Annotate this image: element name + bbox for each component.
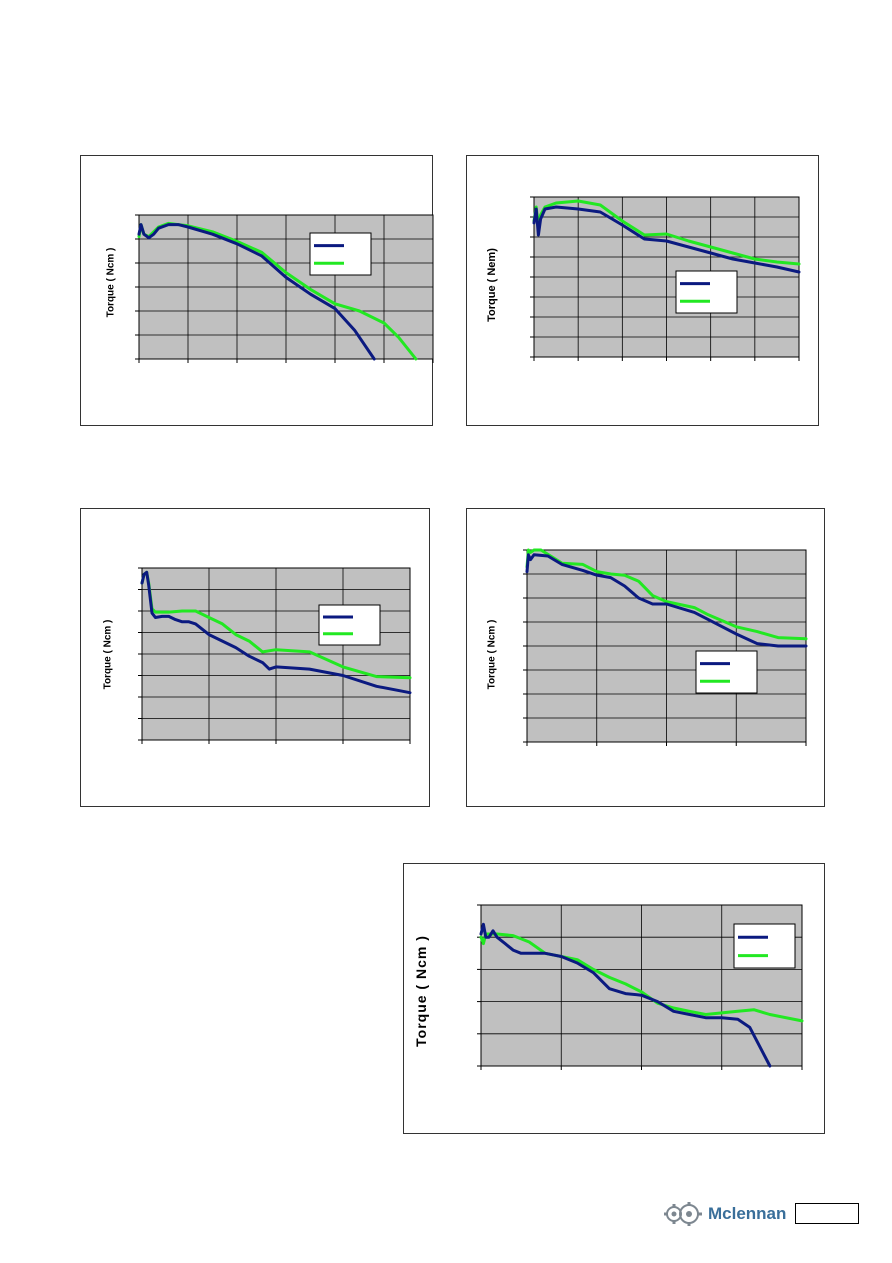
chart-2-ylabel: Torque ( Nem) bbox=[486, 248, 498, 322]
mclennan-gear-logo-icon bbox=[664, 1202, 702, 1226]
chart-2-legend bbox=[675, 270, 738, 314]
chart-3-series-a-line bbox=[140, 570, 412, 695]
chart-3-svg bbox=[138, 567, 412, 744]
chart-4-series-b-line bbox=[525, 548, 808, 641]
chart-1-legend bbox=[309, 232, 372, 276]
chart-4-svg bbox=[523, 548, 808, 746]
chart-2-series-a-line bbox=[532, 205, 801, 274]
chart-3-ylabel: Torque ( Ncm ) bbox=[102, 619, 114, 690]
chart-3-legend bbox=[318, 604, 381, 646]
chart-5-ylabel: Torque ( Ncm ) bbox=[413, 935, 429, 1047]
chart-5-legend bbox=[733, 923, 796, 969]
chart-panel-1: Torque ( Ncm ) bbox=[80, 155, 434, 426]
chart-4-series-a-line bbox=[525, 553, 808, 648]
chart-1-svg bbox=[135, 214, 434, 363]
chart-4-ylabel: Torque ( Ncm ) bbox=[486, 619, 498, 690]
chart-5-svg bbox=[477, 904, 804, 1070]
chart-panel-4: Torque ( Ncm ) bbox=[466, 508, 825, 807]
mclennan-logo-text: Mclennan bbox=[708, 1204, 787, 1223]
chart-1-ylabel: Torque ( Ncm ) bbox=[105, 247, 117, 318]
chart-5-series-a-line bbox=[479, 922, 772, 1068]
chart-4-legend bbox=[695, 650, 758, 694]
chart-panel-3: Torque ( Ncm ) bbox=[80, 508, 430, 807]
chart-2-svg bbox=[530, 196, 801, 361]
chart-panel-5: Torque ( Ncm ) bbox=[403, 863, 825, 1134]
page-number-box bbox=[795, 1203, 859, 1224]
chart-panel-2: Torque ( Nem) bbox=[466, 155, 819, 426]
chart-1-series-a-line bbox=[137, 223, 376, 361]
